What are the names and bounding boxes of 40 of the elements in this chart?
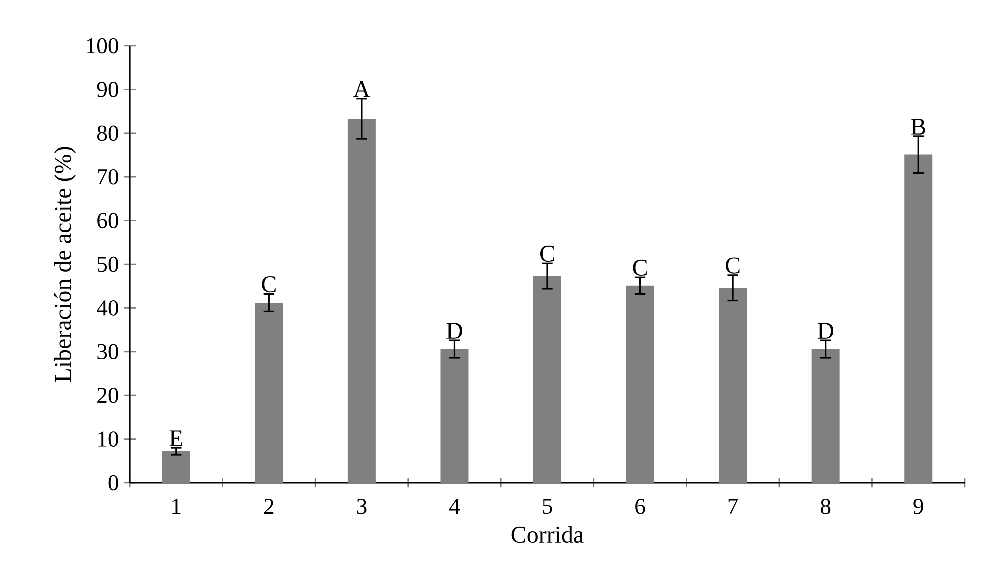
x-tick-label: 6 [636,499,646,514]
bar [904,154,933,484]
bar [440,349,469,484]
bar [162,452,190,484]
annotation: C [262,276,276,293]
y-tick-label: 90 [97,82,118,98]
annotation: C [540,246,554,262]
x-tick-label: 9 [914,499,924,514]
bar [626,286,654,484]
annotation: D [818,323,834,339]
annotation: C [726,258,740,274]
x-tick-label: 7 [728,499,738,514]
annotation: B [911,119,926,135]
annotation: A [354,81,370,98]
y-tick-label: 100 [87,38,118,54]
x-tick-label: 3 [357,499,367,514]
y-tick-label: 70 [98,169,118,185]
y-tick-label: 10 [98,432,118,447]
bar [719,288,748,484]
bar [255,302,284,484]
y-tick-label: 0 [108,475,118,491]
annotation: E [170,430,183,446]
y-tick-label: 30 [98,344,118,360]
x-tick-label: 4 [450,499,460,514]
bar [812,349,840,484]
annotation: C [633,260,647,276]
x-tick-label: 2 [264,499,274,514]
annotation: D [446,323,462,339]
y-tick-label: 20 [98,388,118,404]
y-tick-label: 40 [97,300,118,316]
x-axis-title: Corrida [512,526,584,544]
y-tick-label: 50 [98,256,118,272]
bar [348,118,376,484]
x-tick-label: 8 [821,499,831,514]
y-tick-label: 60 [98,213,118,228]
x-tick-label: 1 [172,499,181,514]
y-tick-label: 80 [97,126,118,142]
bar [534,276,562,484]
x-tick-label: 5 [543,499,552,514]
y-axis-title: Liberación de aceite (%) [54,147,76,382]
